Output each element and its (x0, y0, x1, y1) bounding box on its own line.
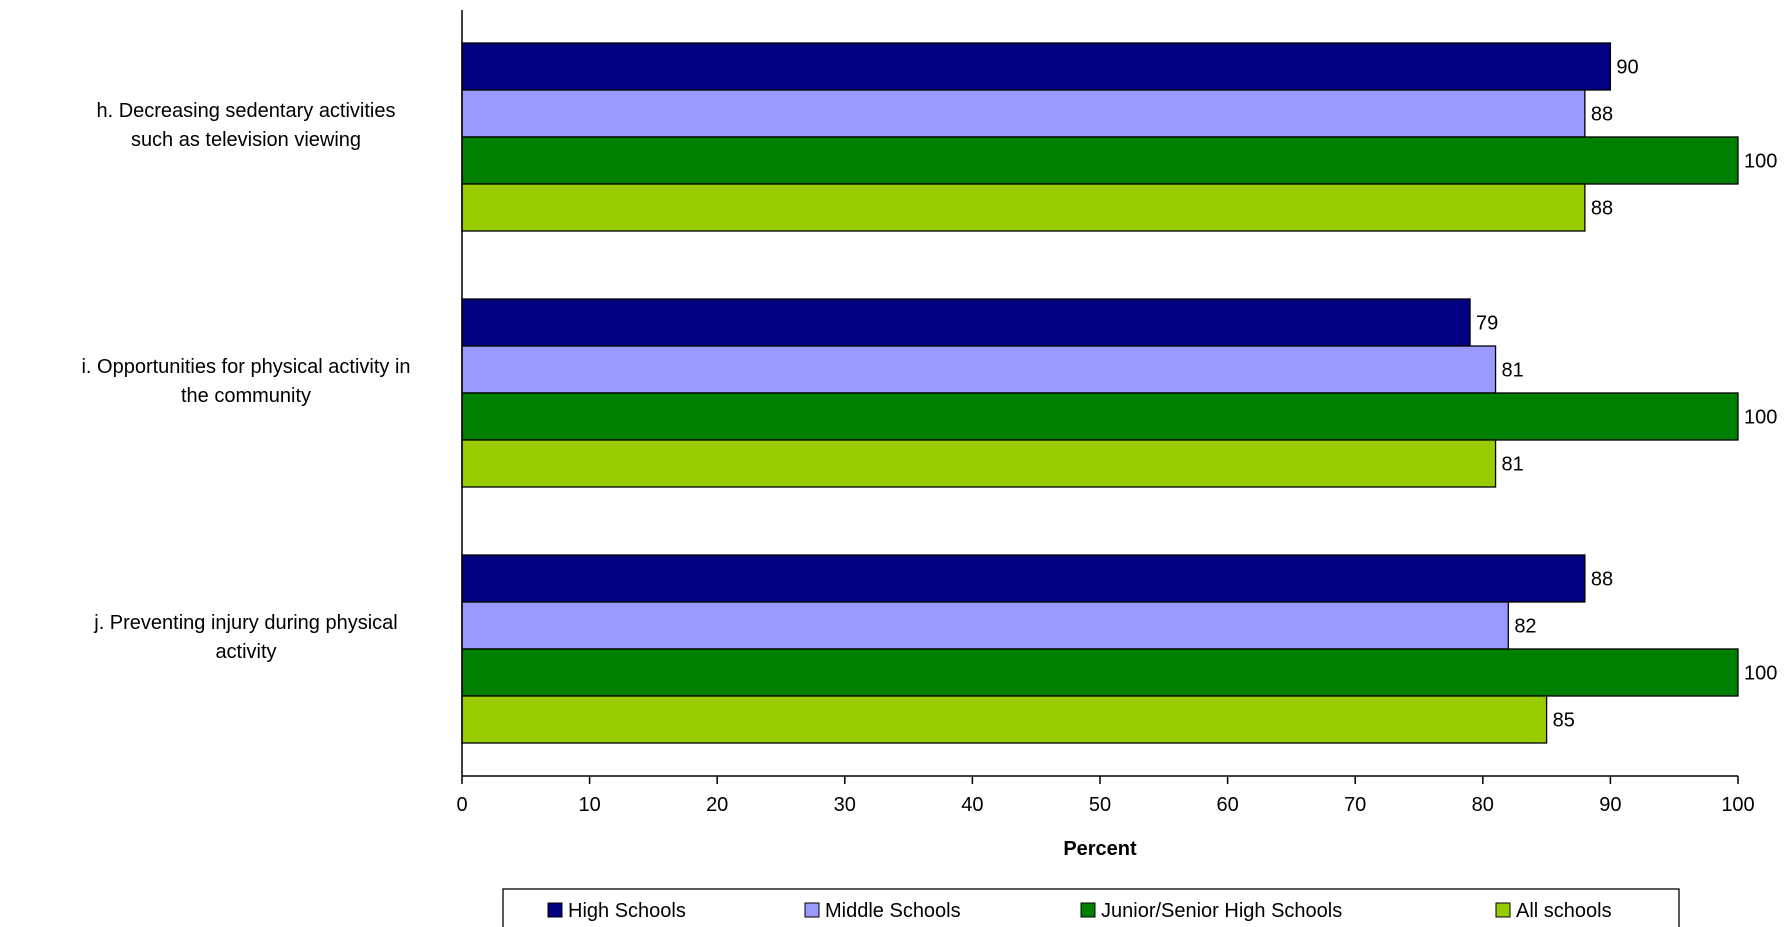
legend-swatch-junior-senior-high-schools (1080, 902, 1096, 918)
x-axis-title: Percent (1063, 838, 1137, 860)
data-label: 100 (1744, 407, 1777, 429)
data-label: 81 (1502, 360, 1524, 382)
bar-high-schools-1 (461, 42, 1612, 91)
x-tick-label: 0 (456, 794, 467, 816)
legend-swatch-middle-schools (804, 902, 820, 918)
data-label: 81 (1502, 454, 1524, 476)
legend-label-high-schools: High Schools (568, 900, 686, 922)
data-label: 88 (1591, 104, 1613, 126)
bar-junior-senior-high-schools-3 (461, 648, 1739, 697)
category-label: activity (215, 641, 276, 663)
legend-label-junior-senior-high-schools: Junior/Senior High Schools (1101, 900, 1342, 922)
category-label: the community (181, 385, 311, 407)
legend: High Schools Middle Schools Junior/Senior … (502, 888, 1680, 927)
x-tick-label: 70 (1344, 794, 1366, 816)
legend-label-all-schools: All schools (1516, 900, 1612, 922)
data-labels-layer: 90 88 100 88 79 81 100 81 88 82 100 85 (1476, 57, 1777, 732)
category-label: h. Decreasing sedentary activities (96, 100, 395, 122)
bar-junior-senior-high-schools-1 (461, 136, 1739, 185)
data-label: 82 (1514, 616, 1536, 638)
data-label: 90 (1616, 57, 1638, 79)
bar-middle-schools-1 (461, 89, 1586, 138)
x-tick-label: 20 (706, 794, 728, 816)
x-tick-label: 80 (1472, 794, 1494, 816)
category-labels: h. Decreasing sedentary activities such a… (81, 100, 410, 663)
data-label: 100 (1744, 151, 1777, 173)
category-label: such as television viewing (131, 129, 361, 151)
data-label: 85 (1553, 710, 1575, 732)
bar-high-schools-2 (461, 298, 1471, 347)
legend-label-middle-schools: Middle Schools (825, 900, 961, 922)
x-tick-label: 40 (961, 794, 983, 816)
bar-junior-senior-high-schools-2 (461, 392, 1739, 441)
x-tick-label: 50 (1089, 794, 1111, 816)
x-axis: 0 10 20 30 40 50 60 70 80 90 100 (456, 10, 1755, 816)
bar-all-schools-2 (461, 439, 1497, 488)
bar-middle-schools-2 (461, 345, 1497, 394)
bar-all-schools-1 (461, 183, 1586, 232)
legend-swatch-high-schools (547, 902, 563, 918)
bar-high-schools-3 (461, 554, 1586, 603)
bar-all-schools-3 (461, 695, 1548, 744)
category-label: i. Opportunities for physical activity i… (81, 356, 410, 378)
x-tick-label: 60 (1216, 794, 1238, 816)
category-label: j. Preventing injury during physical (93, 612, 398, 634)
x-tick-label: 100 (1721, 794, 1754, 816)
x-tick-label: 90 (1599, 794, 1621, 816)
data-label: 79 (1476, 313, 1498, 335)
data-label: 100 (1744, 663, 1777, 685)
bars-layer (461, 42, 1739, 744)
bar-middle-schools-3 (461, 601, 1509, 650)
data-label: 88 (1591, 198, 1613, 220)
legend-swatch-all-schools (1495, 902, 1511, 918)
x-tick-label: 30 (834, 794, 856, 816)
x-tick-label: 10 (578, 794, 600, 816)
data-label: 88 (1591, 569, 1613, 591)
